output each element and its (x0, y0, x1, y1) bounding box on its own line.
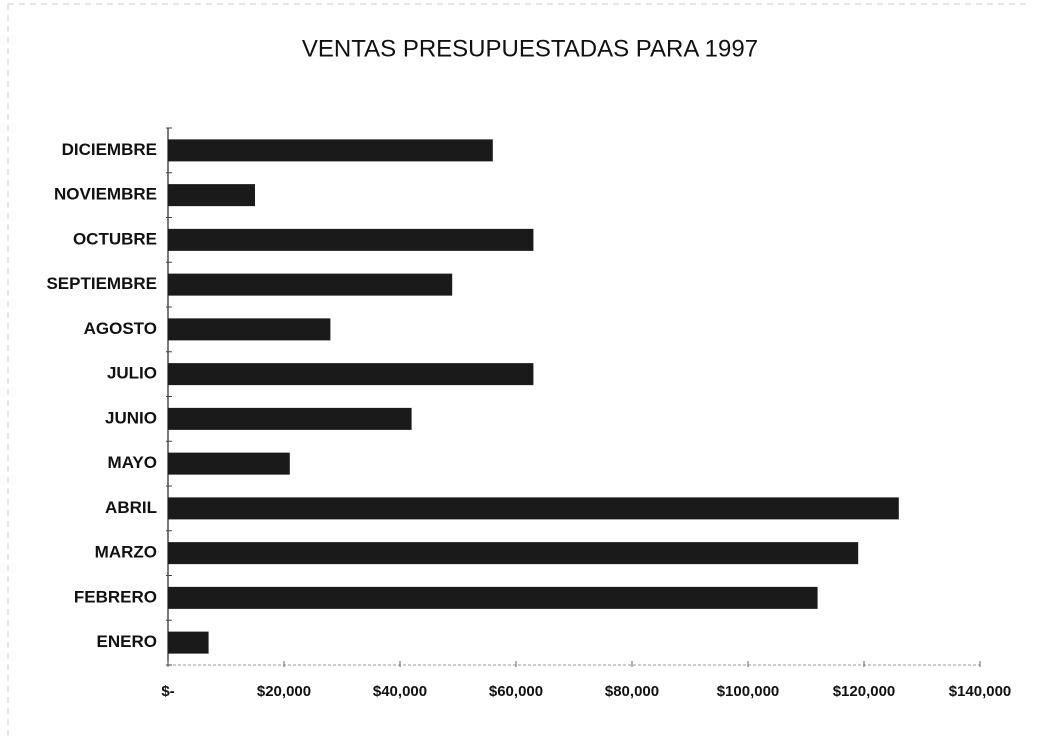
bar (168, 452, 290, 475)
bar (168, 586, 818, 609)
bar (168, 184, 255, 207)
y-tick-label: ENERO (97, 632, 157, 651)
x-tick-label: $60,000 (489, 683, 543, 700)
y-tick-label: MARZO (95, 543, 157, 562)
y-tick-label: FEBRERO (74, 587, 157, 606)
bar (168, 139, 493, 162)
bar (168, 497, 899, 520)
x-tick-label: $100,000 (717, 683, 780, 700)
bar (168, 363, 534, 386)
x-tick-label: $- (161, 683, 174, 700)
y-tick-label: JUNIO (105, 408, 157, 427)
bar (168, 542, 859, 565)
x-tick-label: $40,000 (373, 683, 427, 700)
bar (168, 407, 412, 430)
y-tick-label: SEPTIEMBRE (46, 274, 157, 293)
y-tick-label: AGOSTO (84, 319, 157, 338)
y-tick-label: DICIEMBRE (62, 140, 157, 159)
y-tick-label: NOVIEMBRE (54, 185, 157, 204)
x-tick-label: $140,000 (949, 683, 1012, 700)
bar (168, 273, 453, 296)
y-tick-label: OCTUBRE (73, 229, 157, 248)
bar (168, 631, 209, 654)
bar (168, 228, 534, 251)
chart-title: VENTAS PRESUPUESTADAS PARA 1997 (302, 35, 758, 62)
bar (168, 318, 331, 341)
x-tick-label: $80,000 (605, 683, 659, 700)
x-tick-label: $20,000 (257, 683, 311, 700)
y-tick-label: MAYO (108, 453, 157, 472)
y-tick-label: ABRIL (105, 498, 157, 517)
x-tick-label: $120,000 (833, 683, 896, 700)
y-tick-label: JULIO (107, 364, 157, 383)
